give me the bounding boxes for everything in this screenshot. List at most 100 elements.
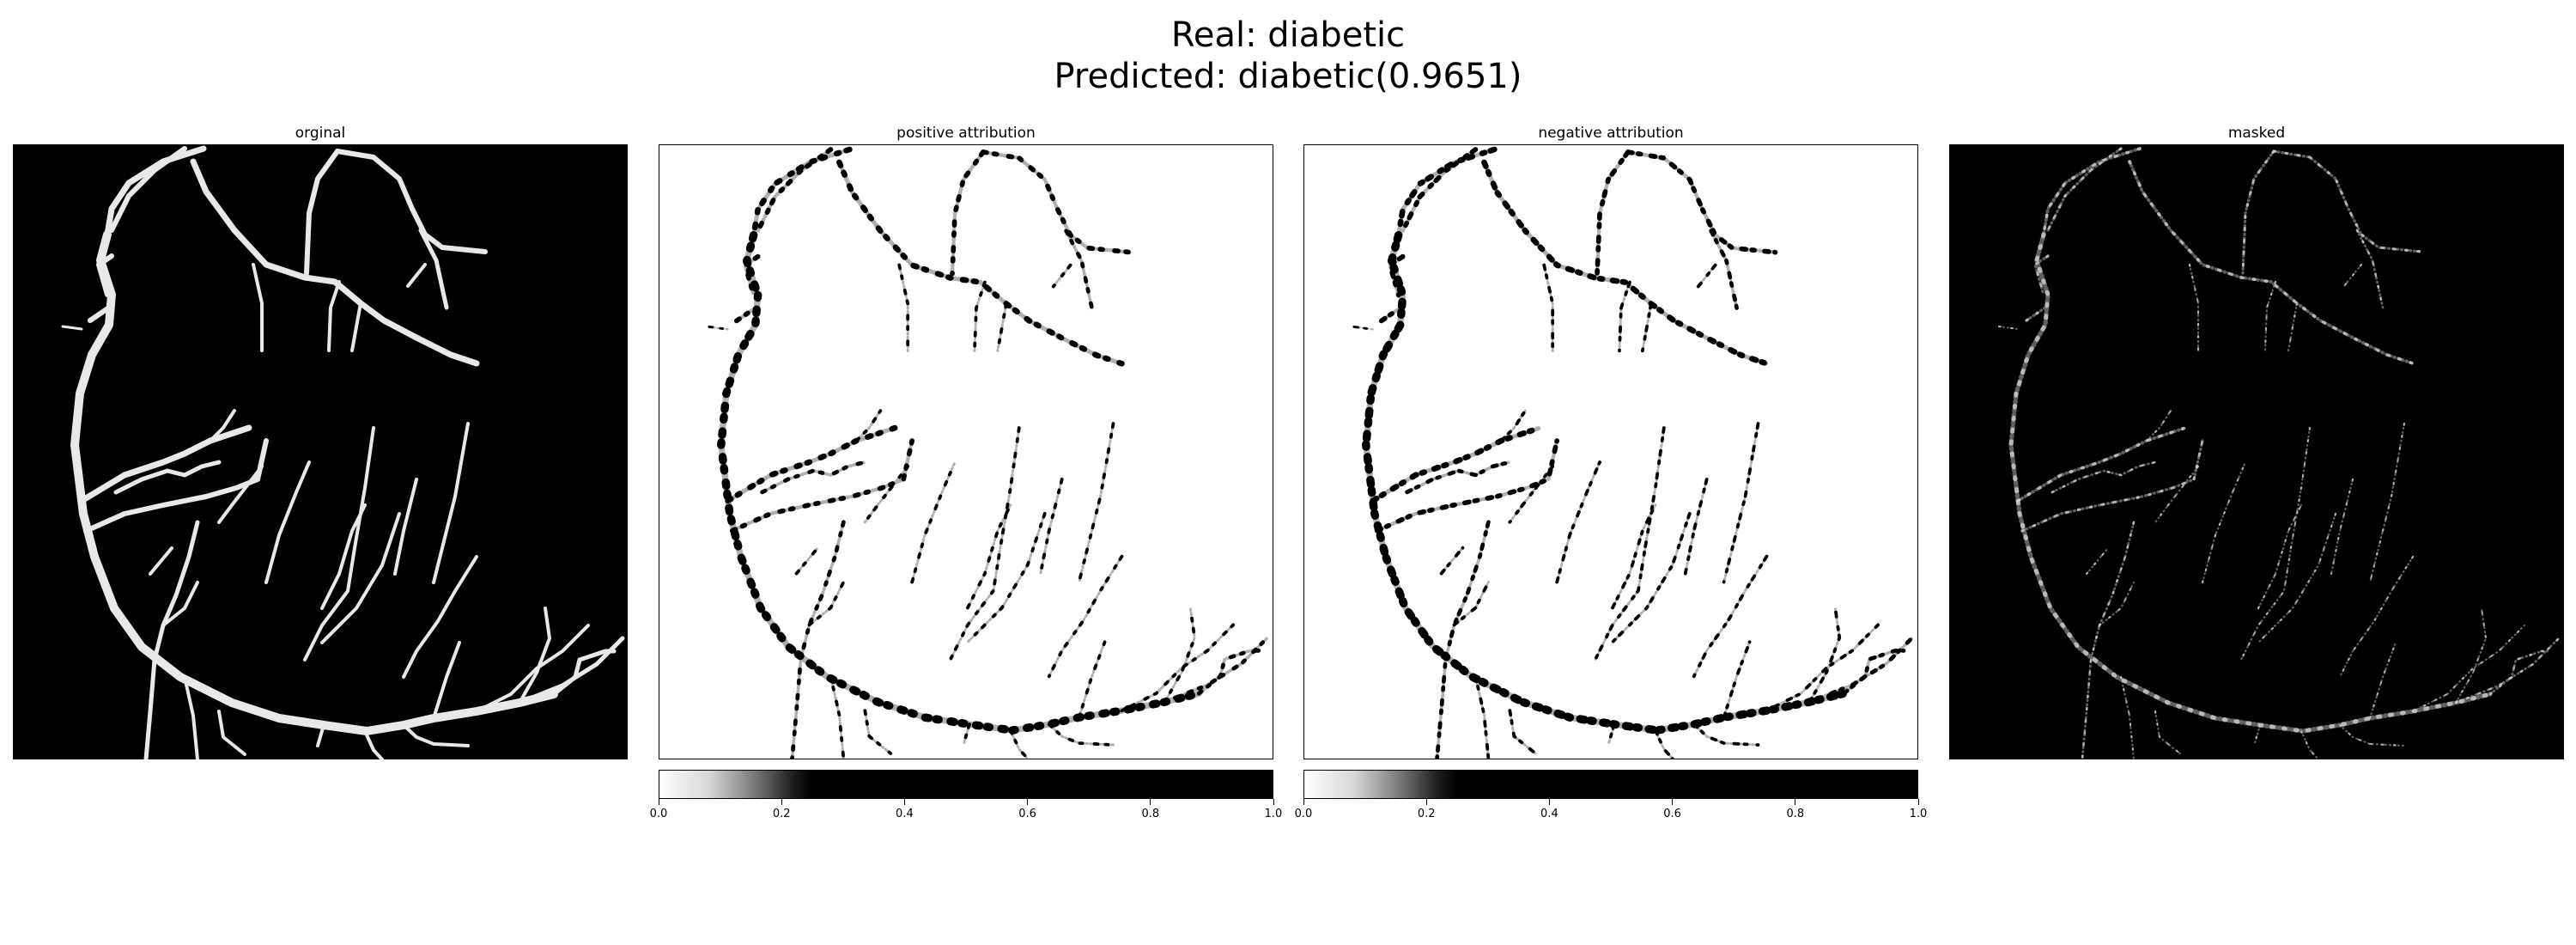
vessel-segment [2412,625,2525,712]
colorbar-tick [1425,799,1427,805]
vessel-segment [717,230,1203,735]
vessel-segment [1047,554,1124,679]
colorbar-tick-label: 0.2 [772,808,791,820]
vessel-segment [1595,149,1631,277]
colorbar-tick-label: 0.4 [896,808,914,820]
vessel-segment [61,325,83,331]
panel-title-positive-attribution: positive attribution [896,125,1036,142]
vessel-segment [2025,306,2047,322]
vessel-segment [350,302,362,352]
vessel-segment [1722,422,1760,584]
vessel-segment [2252,723,2262,747]
vessel-segment [2042,147,2142,236]
vessel-segment [742,253,761,298]
vessel-segment [335,149,488,254]
vessel-segment [1048,555,1123,678]
colorbar-tick [1917,799,1919,805]
vessel-segment [718,231,1202,734]
vessel-segment [113,460,222,495]
vessel-segment [2264,281,2276,351]
positive-attribution-map [708,146,1270,759]
vessel-segment [1641,302,1653,353]
vessel-segment [2263,280,2277,352]
positive-attribution-panel [659,144,1273,759]
vessel-segment [1439,546,1465,576]
vessel-segment [910,460,957,584]
vessel-segment [2128,160,2415,365]
vessel-segment [2020,439,2204,533]
colorbar-tick-label: 0.0 [1294,808,1313,820]
vessel-segment [264,460,311,584]
vessel-segment [402,555,478,679]
vessel-segment [1555,460,1601,584]
vessel-segment [70,230,558,735]
vessel-segment [973,280,987,353]
vessel-segment [183,675,199,759]
vessel-segment [2085,546,2110,576]
vessel-segment [1692,554,1769,679]
vessel-segment [2454,637,2561,704]
vessel-segment [1163,606,1197,704]
vessel-segment [217,465,264,524]
vessel-segment [863,709,892,755]
vessel-segment [2330,478,2354,576]
masked-image-panel [1949,144,2564,759]
vessel-segment [418,228,449,310]
vessel-segment [402,723,470,747]
vessel-segment [432,422,470,584]
vessel-segment [2025,306,2047,322]
vessel-segment [104,145,207,238]
vessel-segment [2369,642,2397,719]
vessel-segment [1473,674,1491,759]
original-vessel-image [61,145,625,759]
vessel-segment [950,149,986,276]
vessel-segment [1452,580,1491,627]
vessel-segment [1064,229,1094,310]
vessel-segment [2240,427,2311,661]
colorbar-tick-label: 0.6 [1018,808,1036,820]
vessel-segment [897,263,910,353]
vessel-segment [1508,465,1555,524]
vessel-segment [760,460,867,495]
vessel-segment [1618,280,1631,353]
vessel-segment [2355,229,2385,309]
vessel-segment [981,149,1133,254]
vessel-segment [2338,555,2415,679]
vessel-segment [1683,478,1709,576]
colorbar-tick-label: 0.0 [649,808,668,820]
vessel-segment [1370,424,1543,504]
vessel-segment [1607,722,1616,747]
vessel-segment [252,263,264,352]
vessel-segment [2016,426,2187,503]
vessel-segment [2368,422,2406,584]
positive-attribution-colorbar [659,770,1273,799]
vessel-segment [1555,460,1601,584]
vessel-segment [1481,160,1770,366]
vessel-segment [1162,636,1270,704]
vessel-segment [2008,232,2493,734]
vessel-segment [2257,513,2336,643]
figure-title-real: Real: diabetic [1170,15,1406,55]
vessel-segment [863,709,893,755]
vessel-segment [2257,504,2302,609]
vessel-segment [2455,607,2487,704]
vessel-segment [1481,159,1770,367]
vessel-segment [1722,640,1752,720]
vessel-segment [406,263,427,288]
vessel-segment [1998,326,2019,330]
vessel-segment [2050,460,2157,494]
vessel-segment [161,581,199,627]
vessel-segment [2050,460,2157,494]
vessel-segment [836,160,1125,366]
vessel-segment [1077,422,1115,584]
vessel-segment [316,723,325,747]
vessel-segment [2046,147,2123,232]
vessel-segment [1499,409,1528,442]
vessel-segment [327,280,341,352]
vessel-segment [1047,722,1115,747]
vessel-segment [1352,325,1375,331]
vessel-segment [790,520,846,759]
vessel-segment [2287,302,2298,351]
negative-attribution-map [1352,146,1915,759]
vessel-segment [2202,461,2246,583]
